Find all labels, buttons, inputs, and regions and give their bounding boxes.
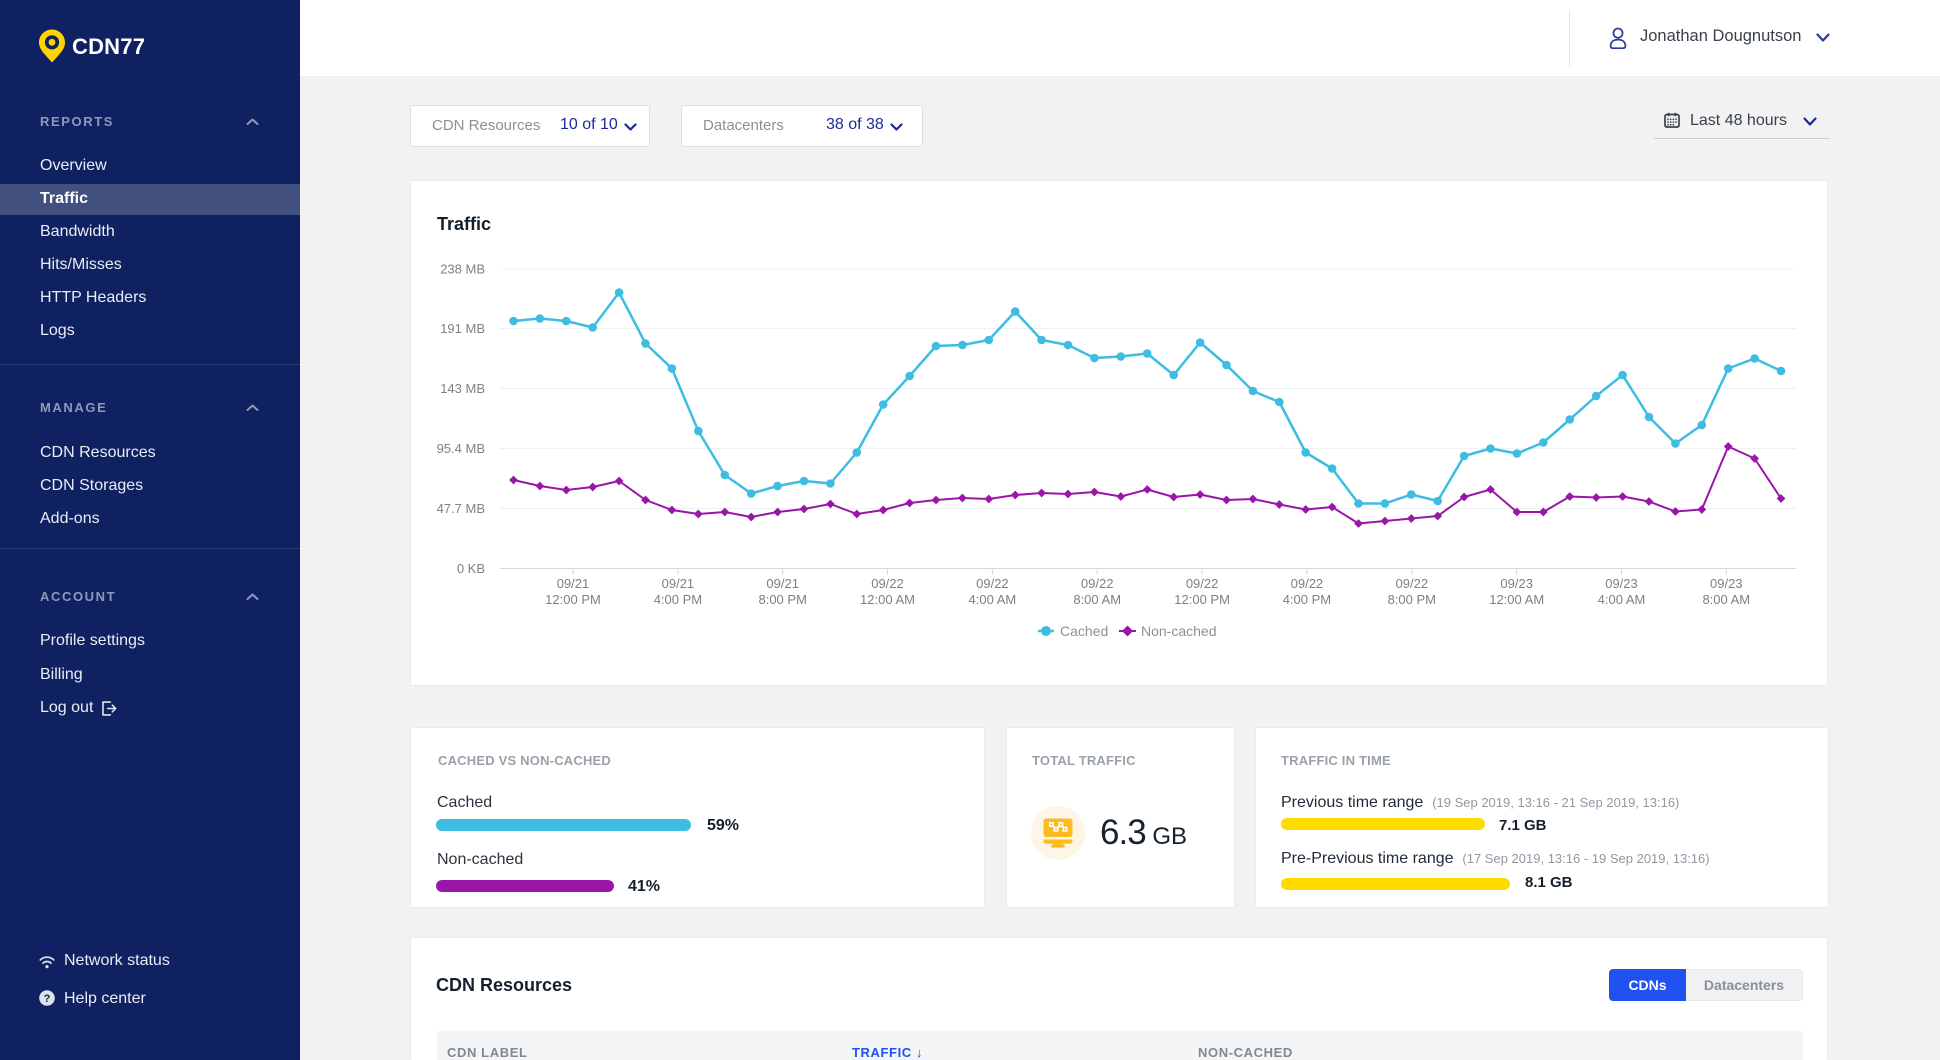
svg-text:8:00 PM: 8:00 PM [758, 592, 806, 607]
svg-text:09/23: 09/23 [1605, 576, 1638, 591]
svg-text:09/22: 09/22 [871, 576, 904, 591]
svg-text:191 MB: 191 MB [440, 321, 485, 336]
svg-text:09/22: 09/22 [976, 576, 1009, 591]
svg-text:12:00 AM: 12:00 AM [860, 592, 915, 607]
svg-text:12:00 PM: 12:00 PM [1174, 592, 1230, 607]
svg-text:?: ? [44, 993, 51, 1005]
svg-text:8:00 PM: 8:00 PM [1388, 592, 1436, 607]
svg-text:8:00 AM: 8:00 AM [1702, 592, 1750, 607]
svg-text:09/22: 09/22 [1396, 576, 1429, 591]
svg-text:09/22: 09/22 [1081, 576, 1114, 591]
svg-text:4:00 PM: 4:00 PM [1283, 592, 1331, 607]
svg-text:0 KB: 0 KB [457, 561, 485, 576]
svg-text:238 MB: 238 MB [440, 262, 485, 277]
svg-text:12:00 PM: 12:00 PM [545, 592, 601, 607]
svg-text:09/21: 09/21 [662, 576, 695, 591]
svg-text:4:00 AM: 4:00 AM [969, 592, 1017, 607]
svg-text:09/23: 09/23 [1710, 576, 1743, 591]
svg-text:Cached: Cached [1060, 623, 1108, 639]
svg-text:95.4 MB: 95.4 MB [437, 441, 485, 456]
svg-text:09/22: 09/22 [1291, 576, 1324, 591]
svg-text:Non-cached: Non-cached [1141, 623, 1217, 639]
svg-text:09/21: 09/21 [766, 576, 799, 591]
svg-text:4:00 PM: 4:00 PM [654, 592, 702, 607]
svg-text:47.7 MB: 47.7 MB [437, 501, 485, 516]
svg-text:09/23: 09/23 [1500, 576, 1533, 591]
svg-text:09/21: 09/21 [557, 576, 590, 591]
svg-text:09/22: 09/22 [1186, 576, 1219, 591]
svg-text:12:00 AM: 12:00 AM [1489, 592, 1544, 607]
svg-text:4:00 AM: 4:00 AM [1598, 592, 1646, 607]
svg-text:8:00 AM: 8:00 AM [1073, 592, 1121, 607]
svg-text:143 MB: 143 MB [440, 381, 485, 396]
